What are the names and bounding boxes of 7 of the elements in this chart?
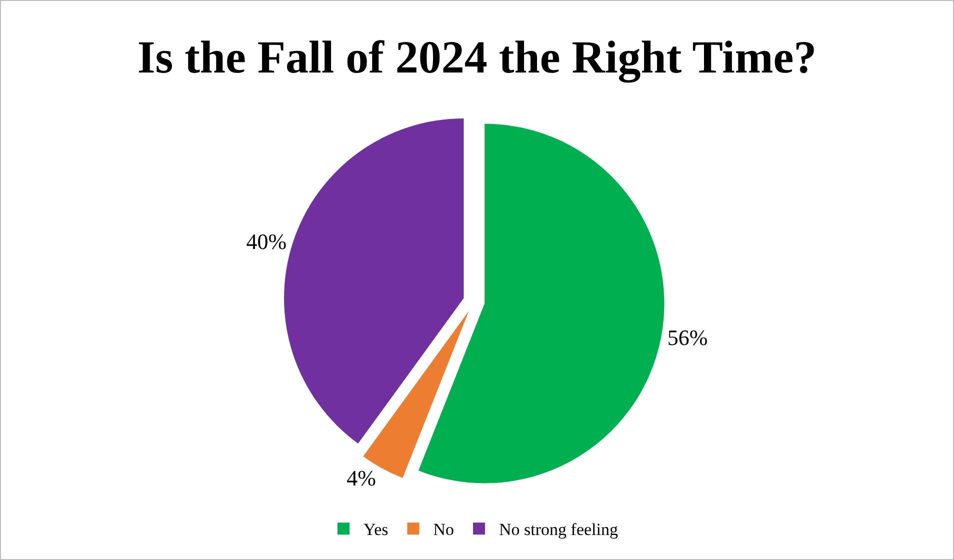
legend-label: No strong feeling — [499, 520, 619, 540]
legend-label: No — [433, 520, 454, 540]
legend-label: Yes — [364, 520, 388, 540]
data-label: 40% — [246, 228, 287, 254]
data-label: 56% — [667, 325, 708, 350]
chart-title: Is the Fall of 2024 the Right Time? — [137, 31, 817, 84]
data-label: 4% — [346, 466, 376, 491]
